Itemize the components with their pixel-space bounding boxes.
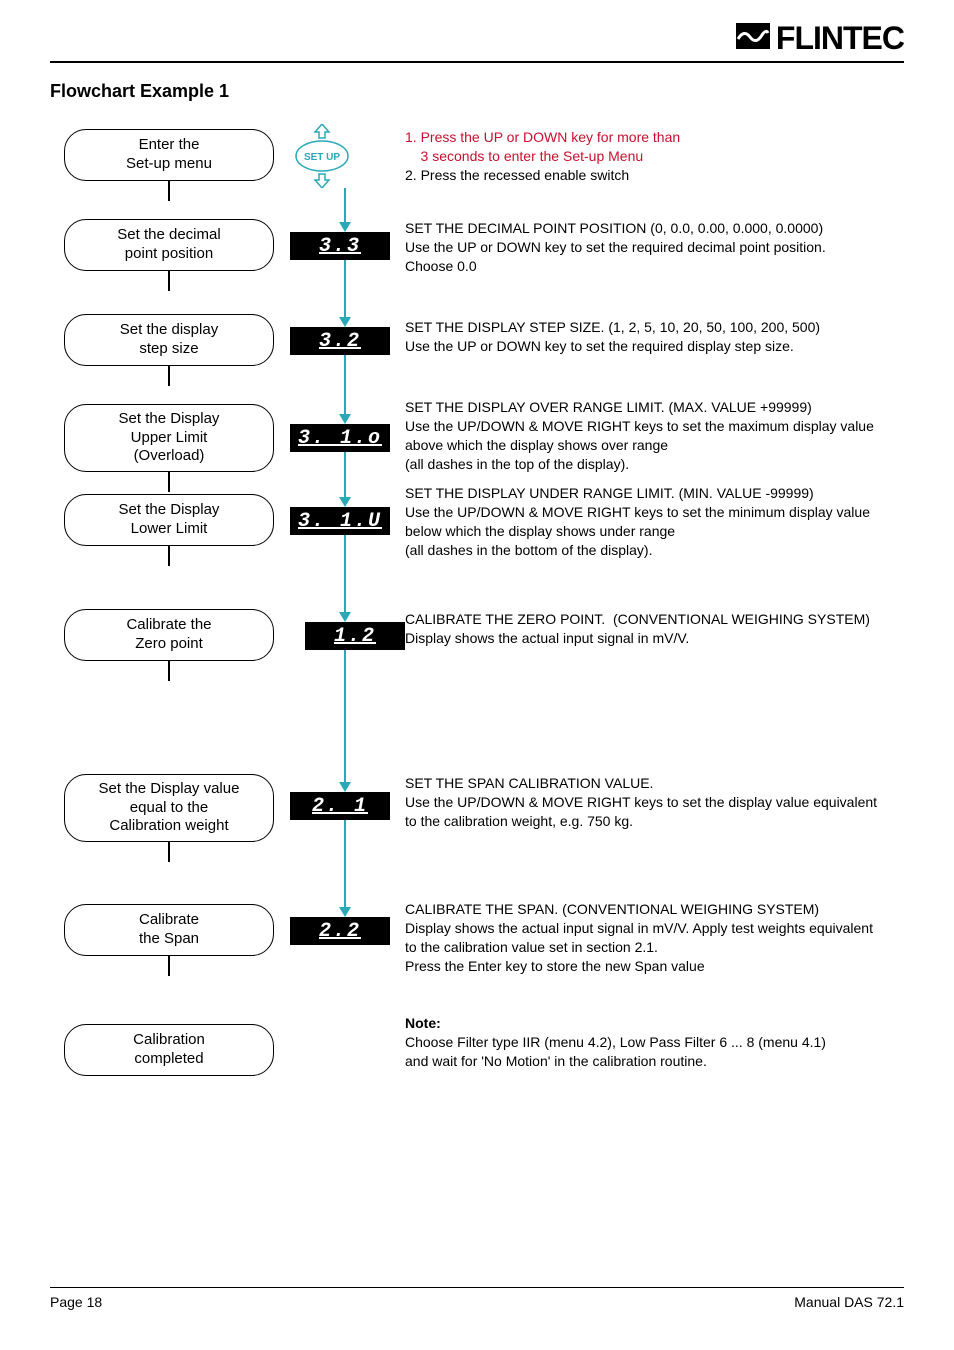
node-connector-stub	[168, 661, 170, 681]
connector-arrowhead-icon	[339, 414, 351, 424]
connector-arrowhead-icon	[339, 497, 351, 507]
connector-line	[344, 355, 346, 416]
setup-badge: SET UP	[295, 124, 349, 188]
connector-line	[344, 260, 346, 319]
step-description: SET THE DISPLAY UNDER RANGE LIMIT. (MIN.…	[405, 484, 904, 560]
svg-text:SET UP: SET UP	[304, 152, 340, 163]
flow-node: Calibrationcompleted	[64, 1024, 274, 1076]
connector-line	[344, 188, 346, 224]
node-connector-stub	[168, 472, 170, 492]
connector-arrowhead-icon	[339, 612, 351, 622]
node-connector-stub	[168, 181, 170, 201]
node-connector-stub	[168, 842, 170, 862]
flow-node: Set the DisplayUpper Limit(Overload)	[64, 404, 274, 472]
step-description: SET THE DECIMAL POINT POSITION (0, 0.0, …	[405, 219, 904, 276]
step-description: SET THE DISPLAY STEP SIZE. (1, 2, 5, 10,…	[405, 318, 904, 356]
node-connector-stub	[168, 366, 170, 386]
node-connector-stub	[168, 956, 170, 976]
menu-code-badge: 2.2	[290, 917, 390, 945]
footer-right: Manual DAS 72.1	[794, 1294, 904, 1310]
menu-code-badge: 3.2	[290, 327, 390, 355]
brand-name: FLINTEC	[776, 20, 904, 56]
connector-arrowhead-icon	[339, 222, 351, 232]
flow-node: Enter theSet-up menu	[64, 129, 274, 181]
flow-node: Set the DisplayLower Limit	[64, 494, 274, 546]
connector-line	[344, 650, 346, 784]
node-connector-stub	[168, 271, 170, 291]
note-block: Note:Choose Filter type IIR (menu 4.2), …	[405, 1014, 826, 1071]
connector-arrowhead-icon	[339, 907, 351, 917]
step-description: SET THE DISPLAY OVER RANGE LIMIT. (MAX. …	[405, 398, 904, 474]
connector-line	[344, 535, 346, 614]
connector-line	[344, 820, 346, 909]
step-description: CALIBRATE THE SPAN. (CONVENTIONAL WEIGHI…	[405, 900, 904, 976]
flow-node: Calibratethe Span	[64, 904, 274, 956]
connector-line	[344, 452, 346, 499]
brand-wave-icon	[736, 23, 770, 54]
step-description: SET THE SPAN CALIBRATION VALUE.Use the U…	[405, 774, 904, 831]
menu-code-badge: 1.2	[305, 622, 405, 650]
brand-header: FLINTEC	[50, 20, 904, 63]
footer-left: Page 18	[50, 1294, 102, 1310]
flow-node: Calibrate theZero point	[64, 609, 274, 661]
flow-node: Set the displaystep size	[64, 314, 274, 366]
step-description: CALIBRATE THE ZERO POINT. (CONVENTIONAL …	[405, 610, 904, 648]
menu-code-badge: 3. 1.U	[290, 507, 390, 535]
connector-arrowhead-icon	[339, 317, 351, 327]
flow-node: Set the Display valueequal to theCalibra…	[64, 774, 274, 842]
connector-arrowhead-icon	[339, 782, 351, 792]
flow-node: Set the decimalpoint position	[64, 219, 274, 271]
menu-code-badge: 3.3	[290, 232, 390, 260]
flowchart-area: SET UP Enter theSet-up menu Set the decim…	[50, 124, 904, 1174]
step-description: 1. Press the UP or DOWN key for more tha…	[405, 128, 904, 185]
page-title: Flowchart Example 1	[50, 81, 904, 102]
menu-code-badge: 2. 1	[290, 792, 390, 820]
menu-code-badge: 3. 1.o	[290, 424, 390, 452]
node-connector-stub	[168, 546, 170, 566]
page-footer: Page 18 Manual DAS 72.1	[50, 1287, 904, 1310]
